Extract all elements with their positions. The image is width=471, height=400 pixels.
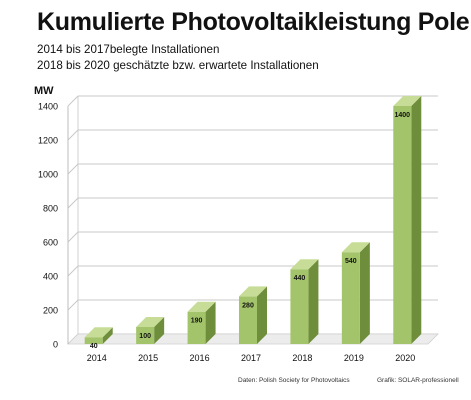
bar-side-5 (359, 242, 370, 344)
y-tick-label-0: 0 (53, 340, 58, 350)
bar-4 (290, 269, 309, 344)
bar-value-label-0: 40 (90, 343, 98, 350)
bar-side-1 (154, 317, 165, 344)
bar-side-2 (205, 301, 216, 344)
bar-2 (187, 311, 206, 344)
bar-top-2 (187, 301, 216, 312)
gridline-diag-6 (67, 129, 79, 141)
gridline-diag-5 (67, 163, 79, 175)
y-tick-label-7: 1400 (38, 102, 58, 112)
bar-top-1 (136, 317, 165, 327)
y-tick-label-6: 1200 (38, 136, 58, 146)
bar-top-0 (84, 327, 113, 338)
bar-top-6 (393, 96, 422, 106)
bar-5 (341, 252, 360, 344)
bar-0 (84, 337, 103, 344)
subtitle-line-1: 2014 bis 2017belegte Installationen (37, 43, 220, 56)
gridline-diag-4 (67, 197, 79, 209)
gridline-diag-3 (67, 231, 79, 243)
gridline-diag-7 (67, 95, 79, 107)
y-tick-label-4: 800 (43, 204, 58, 214)
y-tick-label-2: 400 (43, 272, 58, 282)
footer-source: Daten: Polish Society for Photovoltaics (238, 377, 350, 384)
x-tick-label-3: 2017 (241, 353, 261, 363)
gridline-diag-2 (67, 265, 79, 277)
bar-side-6 (411, 96, 422, 344)
bar-top-3 (239, 286, 267, 297)
y-tick-label-5: 1000 (38, 170, 58, 180)
bar-3 (239, 296, 257, 344)
x-tick-label-0: 2014 (87, 353, 107, 363)
bar-value-label-6: 1400 (394, 112, 410, 119)
x-tick-label-2: 2016 (190, 353, 210, 363)
footer-credit: Grafik: SOLAR-professionell (377, 377, 459, 384)
bar-side-4 (308, 259, 319, 344)
bar-value-label-5: 540 (345, 258, 357, 265)
subtitle-line-2: 2018 bis 2020 geschätzte bzw. erwartete … (37, 59, 319, 72)
bar-value-label-2: 190 (191, 318, 203, 325)
bar-value-label-1: 100 (139, 333, 151, 340)
x-tick-label-1: 2015 (138, 353, 158, 363)
bar-top-5 (341, 242, 370, 253)
bar-top-4 (290, 259, 319, 270)
bar-side-3 (257, 286, 267, 344)
bar-6 (393, 106, 412, 344)
bar-value-label-4: 440 (294, 275, 306, 282)
y-tick-label-1: 200 (43, 306, 58, 316)
y-tick-label-3: 600 (43, 238, 58, 248)
gridline-diag-1 (67, 299, 79, 311)
bar-1 (136, 327, 155, 344)
bar-side-0 (102, 327, 113, 344)
x-tick-label-6: 2020 (395, 353, 415, 363)
x-tick-label-5: 2019 (344, 353, 364, 363)
chart-title: Kumulierte Photovoltaikleistung Polen (37, 8, 471, 36)
x-tick-label-4: 2018 (292, 353, 312, 363)
bar-value-label-3: 280 (242, 302, 254, 309)
y-unit-label: MW (34, 85, 54, 97)
